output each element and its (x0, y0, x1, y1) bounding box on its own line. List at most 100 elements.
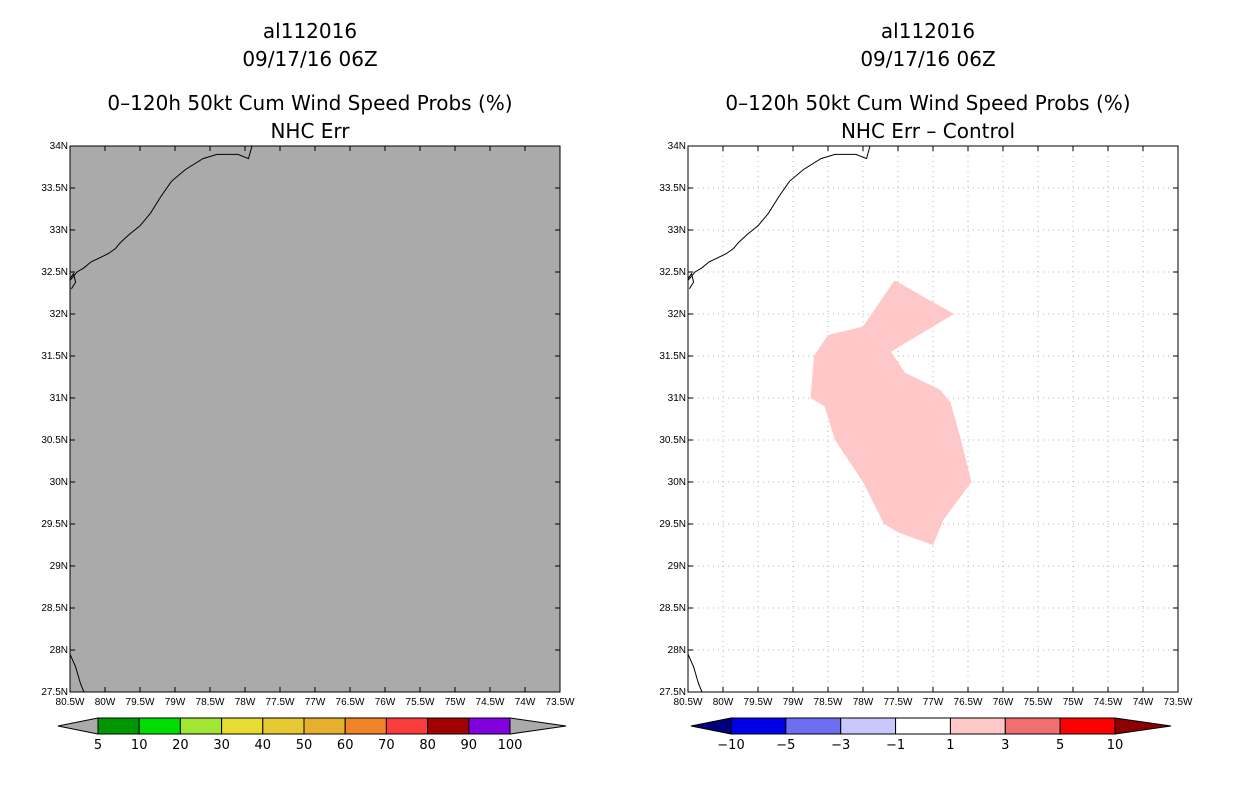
lon-label: 74.5W (476, 697, 505, 708)
lat-label: 31.5N (41, 351, 68, 362)
lat-label: 32N (50, 309, 68, 320)
lon-label: 79W (783, 697, 804, 708)
right-title-subtitle: NHC Err – Control (841, 119, 1015, 143)
lon-label: 76.5W (336, 697, 365, 708)
colorbar-lower-arrow (690, 717, 732, 735)
colorbar-bin (1059, 717, 1116, 735)
lon-label: 75.5W (1024, 697, 1053, 708)
lon-label: 73.5W (1164, 697, 1193, 708)
colorbar-label: 70 (378, 738, 395, 753)
colorbar-bin (303, 717, 346, 735)
lon-label: 79.5W (126, 697, 155, 708)
lat-label: 29N (668, 561, 686, 572)
left-lat-labels: 27.5N 28N 28.5N 29N 29.5N 30N 30.5N 31N 31.5N 32N… (41, 141, 68, 698)
lat-label: 31.5N (659, 351, 686, 362)
colorbar-label: −1 (886, 738, 905, 753)
coastline-island (687, 272, 695, 290)
lon-label: 76W (375, 697, 396, 708)
colorbar-label: 3 (1001, 738, 1009, 753)
colorbar-label: 40 (255, 738, 272, 753)
lat-label: 27.5N (659, 687, 686, 698)
lat-label: 30N (50, 477, 68, 488)
colorbar-bin (262, 717, 305, 735)
colorbar-bin (949, 717, 1006, 735)
lon-label: 76.5W (954, 697, 983, 708)
right-coastline (687, 145, 871, 693)
colorbar-label: 5 (1056, 738, 1064, 753)
lat-label: 30N (668, 477, 686, 488)
lon-label: 80.5W (674, 697, 703, 708)
right-title-product: 0–120h 50kt Cum Wind Speed Probs (%) (725, 91, 1130, 115)
lat-label: 33.5N (41, 183, 68, 194)
lon-label: 80W (713, 697, 734, 708)
lon-label: 75W (445, 697, 466, 708)
lat-label: 27.5N (41, 687, 68, 698)
right-axis-ticks (687, 145, 1179, 693)
colorbar-lower-arrow (57, 717, 99, 735)
left-title-product: 0–120h 50kt Cum Wind Speed Probs (%) (107, 91, 512, 115)
lon-label: 79W (165, 697, 186, 708)
colorbar-bin (97, 717, 140, 735)
right-colorbar: −10 −5 −3 −1 1 3 5 10 (690, 717, 1172, 753)
colorbar-label: 60 (337, 738, 354, 753)
left-lon-labels: 80.5W 80W 79.5W 79W 78.5W 78W 77.5W 77W 76.5W 76W… (56, 697, 575, 708)
left-map-background (70, 146, 560, 692)
colorbar-label: 10 (131, 738, 148, 753)
lon-label: 75.5W (406, 697, 435, 708)
colorbar-bin (785, 717, 842, 735)
colorbar-bin (179, 717, 223, 735)
lat-label: 33N (50, 225, 68, 236)
coastline-island (69, 272, 77, 290)
lat-label: 31N (668, 393, 686, 404)
lat-label: 33N (668, 225, 686, 236)
coastline-south (687, 653, 703, 693)
colorbar-bin (1004, 717, 1061, 735)
lat-label: 28.5N (41, 603, 68, 614)
lat-label: 34N (50, 141, 68, 152)
left-panel: al112016 09/17/16 06Z 0–120h 50kt Cum Wi… (41, 19, 575, 753)
colorbar-bin (138, 717, 181, 735)
colorbar-label: −10 (717, 738, 744, 753)
lon-label: 80W (95, 697, 116, 708)
lon-label: 74W (515, 697, 536, 708)
left-coastline (69, 145, 253, 693)
lon-label: 74.5W (1094, 697, 1123, 708)
colorbar-label: 1 (946, 738, 954, 753)
colorbar-label: 50 (296, 738, 313, 753)
coastline-south (69, 653, 85, 693)
colorbar-bin (427, 717, 470, 735)
right-panel: al112016 09/17/16 06Z 0–120h 50kt Cum Wi… (659, 19, 1193, 753)
colorbar-bin (385, 717, 429, 735)
lat-label: 31N (50, 393, 68, 404)
lat-label: 29.5N (659, 519, 686, 530)
colorbar-label: −3 (831, 738, 850, 753)
colorbar-label: 5 (94, 738, 102, 753)
lon-label: 79.5W (744, 697, 773, 708)
right-shaded-region (810, 280, 972, 545)
lon-label: 77.5W (884, 697, 913, 708)
lat-label: 30.5N (41, 435, 68, 446)
lat-label: 28N (668, 645, 686, 656)
lon-label: 77.5W (266, 697, 295, 708)
left-title-storm: al112016 (263, 19, 357, 43)
lon-label: 75W (1063, 697, 1084, 708)
colorbar-bin (468, 717, 511, 735)
right-title-storm: al112016 (881, 19, 975, 43)
left-axis-ticks (69, 145, 561, 693)
lat-label: 32.5N (41, 267, 68, 278)
lat-label: 28.5N (659, 603, 686, 614)
lat-label: 34N (668, 141, 686, 152)
colorbar-bin (221, 717, 264, 735)
lon-label: 80.5W (56, 697, 85, 708)
colorbar-upper-arrow (1114, 717, 1172, 735)
colorbar-label: 20 (172, 738, 189, 753)
colorbar-label: 90 (461, 738, 478, 753)
coastline-main (687, 145, 871, 281)
lon-label: 77W (923, 697, 944, 708)
colorbar-bin (895, 717, 951, 735)
lat-label: 29N (50, 561, 68, 572)
colorbar-label: 10 (1107, 738, 1124, 753)
left-title-subtitle: NHC Err (270, 119, 350, 143)
lat-label: 32N (668, 309, 686, 320)
